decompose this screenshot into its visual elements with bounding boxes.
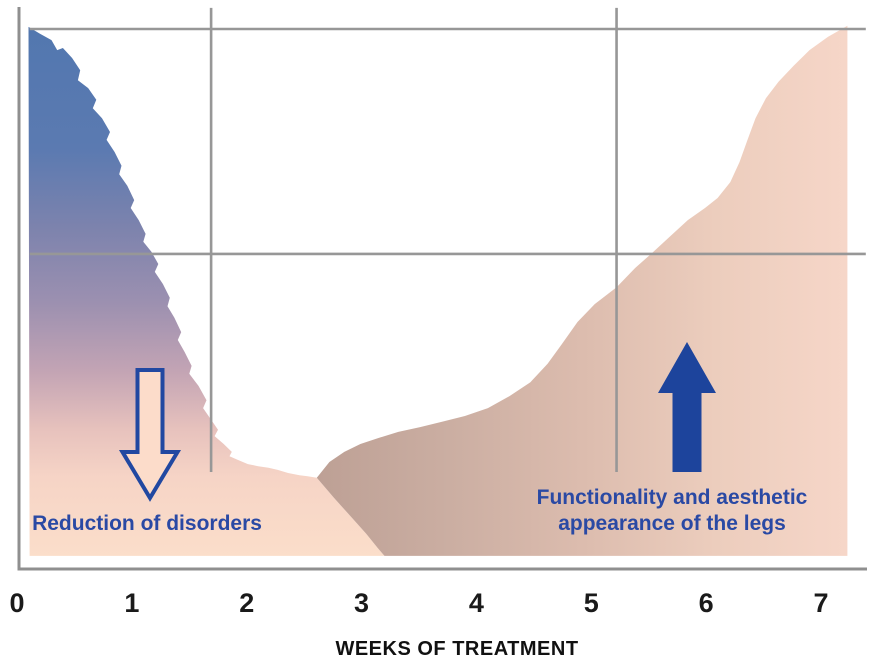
x-tick-label-5: 5 [583,588,599,618]
x-axis-title: WEEKS OF TREATMENT [335,638,579,660]
down-arrow-icon [118,368,182,502]
x-tick-label-4: 4 [468,588,484,618]
annotation-label-functionality: Functionality and aesthetic appearance o… [537,485,808,537]
x-tick-label-7: 7 [813,588,829,618]
annotation-arrows [118,342,716,502]
up-arrow-icon [658,342,716,472]
axes [17,7,867,571]
chart-areas [28,25,848,556]
area-reduction-of-disorders [28,26,385,556]
x-tick-label-1: 1 [124,588,140,618]
x-tick-label-6: 6 [698,588,714,618]
x-tick-label-2: 2 [239,588,255,618]
annotation-label-reduction: Reduction of disorders [32,512,262,535]
annotation-label-line1: Functionality and aesthetic [536,486,808,509]
area-functionality [316,25,848,556]
gridlines [29,7,866,472]
x-tick-label-0: 0 [9,588,25,618]
annotation-label-line2: appearance of the legs [558,512,786,535]
x-tick-label-3: 3 [354,588,370,618]
